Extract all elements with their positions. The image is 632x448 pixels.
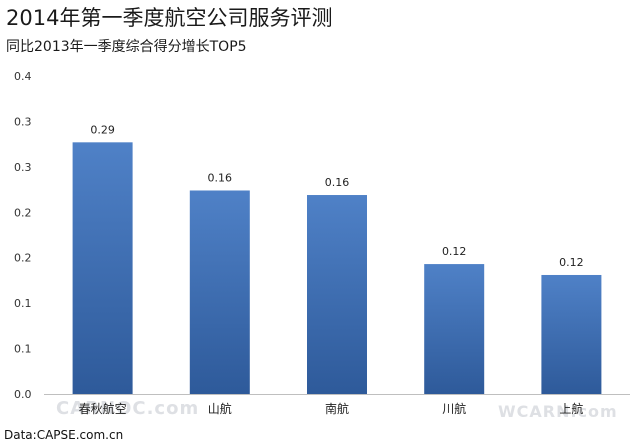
data-source: Data:CAPSE.com.cn xyxy=(4,428,124,442)
bar-5 xyxy=(541,274,602,394)
y-tick-label: 0.0 xyxy=(14,388,32,401)
bar-2 xyxy=(189,190,250,394)
data-label: 0.16 xyxy=(208,171,233,184)
data-labels: 0.29 0.16 0.16 0.12 0.12 xyxy=(90,123,583,269)
data-label: 0.12 xyxy=(442,245,467,258)
data-label: 0.12 xyxy=(559,256,584,269)
y-tick-label: 0.1 xyxy=(14,297,32,310)
x-axis: 春秋航空 山航 南航 川航 上航 xyxy=(44,394,630,416)
data-label: 0.29 xyxy=(90,123,115,136)
x-tick-label: 南航 xyxy=(325,401,349,416)
y-tick-label: 0.2 xyxy=(14,206,32,219)
chart-subtitle: 同比2013年一季度综合得分增长TOP5 xyxy=(6,39,247,55)
x-tick-label: 上航 xyxy=(559,401,583,416)
bars xyxy=(72,142,602,394)
data-label: 0.16 xyxy=(325,176,350,189)
x-tick-label: 山航 xyxy=(208,401,232,416)
bar-4 xyxy=(424,264,485,394)
bar-1 xyxy=(72,142,133,394)
chart-title: 2014年第一季度航空公司服务评测 xyxy=(6,6,333,30)
y-tick-label: 0.3 xyxy=(14,161,32,174)
x-tick-label: 川航 xyxy=(442,401,466,416)
x-tick-label: 春秋航空 xyxy=(79,401,127,416)
y-tick-label: 0.3 xyxy=(14,115,32,128)
y-tick-label: 0.1 xyxy=(14,343,32,356)
bar-3 xyxy=(307,195,367,394)
watermark-carnoc: CARNOC.com xyxy=(56,398,200,419)
watermark-wcarn: WCARN.com xyxy=(498,402,618,421)
y-axis: 0.0 0.1 0.1 0.2 0.2 0.3 0.3 0.4 xyxy=(14,70,32,401)
y-tick-label: 0.4 xyxy=(14,70,32,83)
y-tick-label: 0.2 xyxy=(14,252,32,265)
